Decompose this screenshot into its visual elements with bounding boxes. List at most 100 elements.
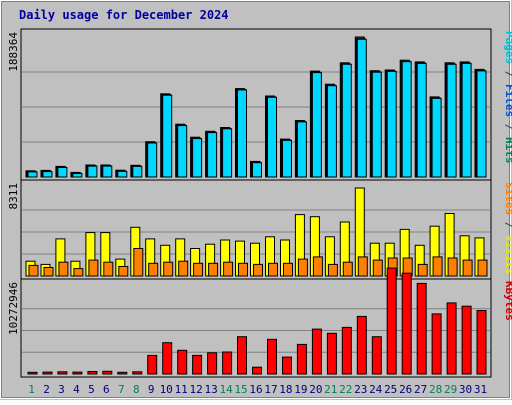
chart-title: Daily usage for December 2024 (19, 8, 229, 22)
bar-kbytes-day-3 (57, 371, 68, 375)
bar-pages-day-6 (102, 165, 113, 178)
bar-kbytes-day-25 (386, 267, 397, 375)
chart-panels: 188364 Pages / Files / Hits 8311 Sites / Vi… (7, 28, 512, 378)
bar-sites-day-27 (417, 263, 428, 277)
bar-kbytes-day-17 (267, 338, 277, 375)
x-tick-label-day-3: 3 (58, 383, 65, 396)
x-tick-label-day-28: 28 (429, 383, 442, 396)
bar-kbytes-day-24 (371, 336, 382, 375)
bar-pages-day-19 (296, 121, 307, 178)
bar-sites-day-8 (133, 248, 144, 277)
bar-kbytes-day-15 (237, 336, 247, 375)
series-legend-part: / (503, 117, 512, 137)
x-tick-label-day-7: 7 (118, 383, 125, 396)
bar-kbytes-day-13 (207, 352, 218, 375)
bar-sites-day-15 (238, 262, 248, 277)
bar-pages-day-16 (252, 162, 262, 178)
series-legend-part: KBytes (503, 281, 512, 321)
bar-sites-day-12 (193, 262, 204, 277)
bar-kbytes-day-31 (476, 310, 487, 375)
x-tick-label-day-29: 29 (444, 383, 457, 396)
panel-visits-sites: 8311 Sites / Visits (7, 179, 512, 280)
bar-kbytes-day-1 (27, 371, 38, 375)
bar-sites-day-13 (208, 262, 219, 277)
bar-kbytes-day-4 (72, 371, 83, 375)
series-legend-label: Sites / Visits (503, 182, 512, 275)
series-legend-part: / (503, 215, 512, 235)
bar-pages-day-14 (222, 128, 233, 178)
series-legend-part: / (503, 64, 512, 84)
bar-pages-day-31 (476, 70, 487, 178)
bar-sites-day-19 (297, 258, 308, 277)
bar-sites-day-29 (447, 257, 458, 277)
bar-sites-day-30 (462, 259, 473, 277)
x-tick-label-day-1: 1 (28, 383, 35, 396)
series-legend-part: Hits (503, 137, 512, 164)
bar-kbytes-day-9 (147, 354, 158, 375)
x-tick-label-day-31: 31 (474, 383, 487, 396)
bar-pages-day-9 (147, 142, 158, 178)
bar-kbytes-day-14 (222, 351, 233, 375)
x-tick-label-day-30: 30 (459, 383, 472, 396)
bar-pages-day-22 (341, 63, 352, 178)
bar-kbytes-day-26 (401, 272, 412, 375)
bar-sites-day-1 (28, 264, 39, 277)
bar-pages-day-8 (132, 165, 143, 178)
bar-sites-day-16 (253, 263, 263, 277)
bar-sites-day-20 (312, 256, 323, 277)
bar-kbytes-day-10 (162, 342, 173, 375)
bar-pages-day-29 (446, 63, 457, 178)
bar-kbytes-day-2 (42, 371, 53, 375)
bar-kbytes-day-27 (416, 282, 427, 375)
bar-pages-day-11 (177, 125, 188, 178)
bar-kbytes-day-29 (446, 302, 457, 375)
panel-pages-files-hits: 188364 Pages / Files / Hits (7, 28, 512, 181)
bar-sites-day-24 (372, 259, 383, 277)
bar-pages-day-20 (311, 72, 322, 178)
bar-pages-day-10 (162, 94, 173, 178)
bar-kbytes-day-7 (117, 371, 128, 375)
y-axis-max-label: 8311 (7, 183, 20, 210)
bar-sites-day-3 (58, 261, 69, 277)
bar-pages-day-27 (416, 62, 427, 178)
series-legend-label: Pages / Files / Hits (503, 31, 512, 164)
bar-sites-day-28 (432, 256, 443, 277)
bar-pages-day-1 (27, 171, 38, 178)
x-tick-label-day-26: 26 (399, 383, 412, 396)
x-tick-label-day-19: 19 (294, 383, 307, 396)
x-tick-label-day-20: 20 (309, 383, 322, 396)
bar-kbytes-day-21 (326, 332, 337, 375)
bar-pages-day-26 (401, 61, 412, 178)
x-tick-label-day-16: 16 (249, 383, 262, 396)
series-legend-part: Sites (503, 182, 512, 215)
y-axis-max-label: 10272946 (7, 282, 20, 335)
x-tick-label-day-5: 5 (88, 383, 95, 396)
x-tick-label-day-4: 4 (73, 383, 80, 396)
x-tick-label-day-15: 15 (234, 383, 247, 396)
bar-sites-day-9 (148, 262, 159, 277)
series-legend-part: Pages (503, 31, 512, 64)
bar-kbytes-day-28 (431, 313, 442, 375)
bar-kbytes-day-5 (87, 371, 98, 375)
x-tick-label-day-13: 13 (204, 383, 217, 396)
bar-pages-day-17 (267, 96, 277, 178)
series-legend-label: KBytes (503, 281, 512, 321)
bar-sites-day-11 (178, 260, 189, 277)
bar-kbytes-day-23 (356, 315, 367, 375)
bar-pages-day-3 (57, 167, 68, 178)
x-tick-label-day-14: 14 (219, 383, 233, 396)
bar-sites-day-2 (43, 267, 54, 277)
bar-pages-day-4 (72, 173, 83, 178)
bar-pages-day-30 (461, 62, 472, 178)
bar-kbytes-day-8 (132, 371, 143, 375)
x-tick-label-day-17: 17 (264, 383, 277, 396)
x-tick-label-day-21: 21 (324, 383, 337, 396)
bar-pages-day-18 (282, 139, 292, 178)
x-tick-label-day-25: 25 (384, 383, 397, 396)
panel-background (20, 28, 492, 181)
bar-pages-day-23 (356, 38, 367, 178)
x-tick-label-day-6: 6 (103, 383, 110, 396)
bar-kbytes-day-19 (296, 343, 307, 375)
